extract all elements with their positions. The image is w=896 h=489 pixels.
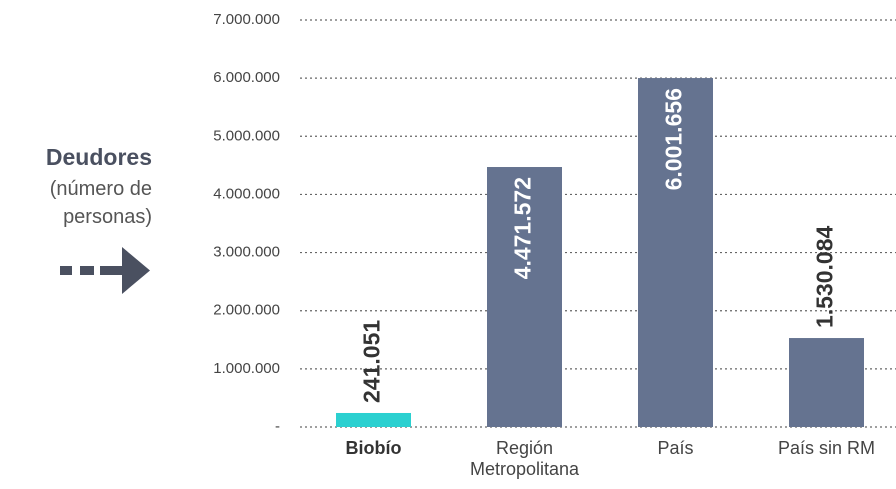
y-tick-label: - xyxy=(275,418,280,435)
y-tick-label: 7.000.000 xyxy=(213,11,280,28)
bar xyxy=(336,412,411,427)
y-tick-label: 6.000.000 xyxy=(213,69,280,86)
x-tick-label: País xyxy=(657,438,694,458)
y-tick-label: 4.000.000 xyxy=(213,185,280,202)
bar xyxy=(638,78,713,427)
y-tick-label: 1.000.000 xyxy=(213,360,280,377)
bar xyxy=(789,338,864,427)
arrow xyxy=(60,247,150,294)
y-tick-label: 2.000.000 xyxy=(213,302,280,319)
value-label: 1.530.084 xyxy=(812,226,838,329)
value-label: 6.001.656 xyxy=(661,88,687,190)
y-tick-label: 3.000.000 xyxy=(213,244,280,261)
y-title: Deudores xyxy=(45,144,152,170)
value-label: 241.051 xyxy=(359,320,385,403)
y-tick-label: 5.000.000 xyxy=(213,127,280,144)
y-subtitle: personas) xyxy=(63,206,152,228)
x-tick-label: Región Metropolitana xyxy=(469,438,580,479)
x-tick-label: País sin RM xyxy=(777,438,876,458)
bar xyxy=(487,167,562,428)
x-tick-label: Biobío xyxy=(345,438,402,458)
y-subtitle: (número de xyxy=(49,178,152,200)
value-label: 4.471.572 xyxy=(510,177,536,279)
